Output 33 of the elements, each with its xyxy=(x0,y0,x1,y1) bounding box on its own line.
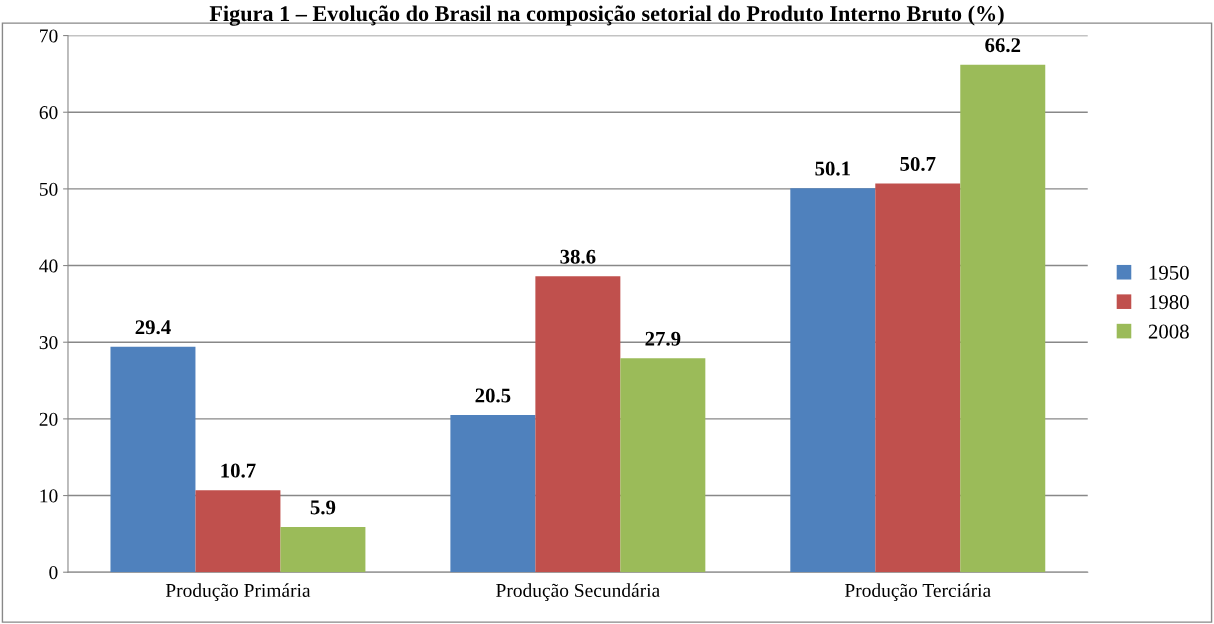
data-label: 10.7 xyxy=(221,463,256,478)
y-tick-label: 10 xyxy=(40,489,58,503)
y-tick-label: 70 xyxy=(40,29,58,43)
bar xyxy=(535,276,621,573)
data-label: 5.9 xyxy=(310,500,336,515)
data-label: 38.6 xyxy=(560,249,596,264)
y-tick-label: 30 xyxy=(39,336,58,350)
data-label: 50.1 xyxy=(815,161,850,176)
bar xyxy=(450,415,536,573)
bar xyxy=(195,490,281,573)
bar xyxy=(620,358,706,573)
y-tick-label: 40 xyxy=(39,259,58,273)
data-label: 50.7 xyxy=(900,156,936,172)
y-tick-label: 0 xyxy=(49,566,58,580)
legend-label: 1950 xyxy=(1149,265,1189,280)
data-label: 29.4 xyxy=(135,320,171,335)
x-tick-label: Produção Terciária xyxy=(844,583,991,601)
y-tick-label: 50 xyxy=(39,182,58,196)
x-tick-label: Produção Primária xyxy=(165,583,311,601)
bar xyxy=(110,346,196,573)
x-tick-label: Produção Secundária xyxy=(496,583,660,601)
y-tick-label: 20 xyxy=(39,412,58,426)
bar xyxy=(280,526,366,573)
data-label: 66.2 xyxy=(985,38,1021,53)
data-label: 20.5 xyxy=(475,388,511,403)
data-label: 27.9 xyxy=(645,331,681,346)
legend-label: 2008 xyxy=(1148,324,1189,339)
bar xyxy=(960,64,1046,573)
legend-label: 1980 xyxy=(1149,295,1189,310)
chart-title: Figura 1 – Evolução do Brasil na composição setorial do Produto Interno Bruto (%) xyxy=(209,5,1004,26)
bar xyxy=(790,188,876,573)
y-tick-label: 60 xyxy=(39,106,58,120)
bar xyxy=(875,183,961,573)
